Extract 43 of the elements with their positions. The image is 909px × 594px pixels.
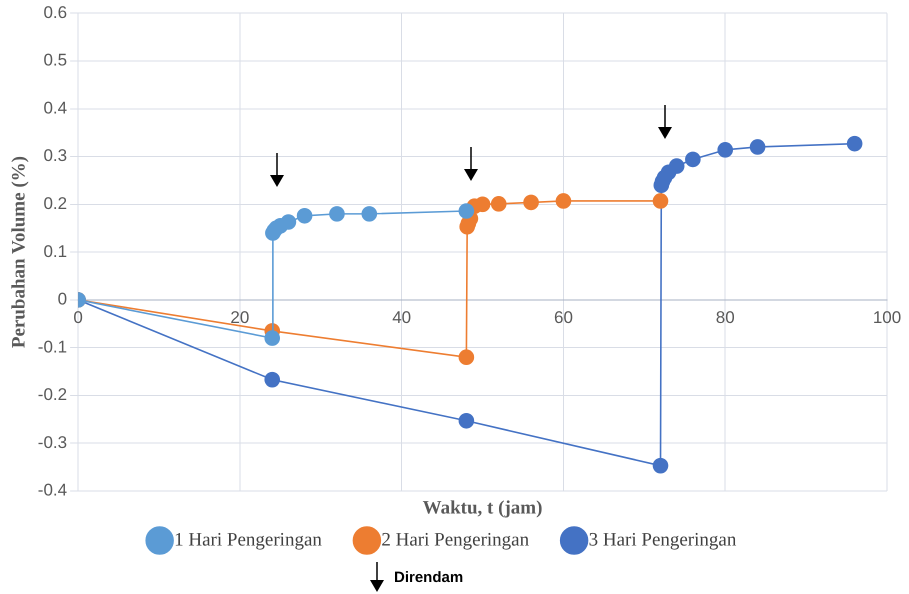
x-tick-label: 40 <box>392 308 412 327</box>
y-tick-label: -0.1 <box>38 337 68 356</box>
point <box>264 330 280 346</box>
point <box>556 193 572 209</box>
y-tick-label: -0.2 <box>38 385 68 404</box>
y-tick-label: 0.5 <box>43 50 68 70</box>
x-tick-label: 100 <box>872 308 902 327</box>
point <box>717 142 734 158</box>
y-tick-label: 0.6 <box>43 2 68 22</box>
point <box>750 139 766 155</box>
point <box>685 152 701 168</box>
point <box>280 214 296 230</box>
point <box>652 193 668 209</box>
y-tick-label: 0.1 <box>43 242 68 261</box>
point <box>846 136 862 152</box>
point <box>458 412 474 429</box>
legend-label: 2 Hari Pengeringan <box>381 529 530 550</box>
point <box>264 372 280 388</box>
point <box>490 196 507 212</box>
legend-label: 1 Hari Pengeringan <box>174 529 322 550</box>
x-tick-label: 0 <box>73 308 83 327</box>
y-tick-label: 0 <box>58 290 68 309</box>
y-tick-label: -0.4 <box>38 480 68 500</box>
point <box>362 206 378 222</box>
x-axis-title: Waktu, t (jam) <box>422 497 542 518</box>
y-tick-label: 0.2 <box>43 194 68 214</box>
y-tick-label: -0.3 <box>38 432 68 452</box>
y-axis-title: Perubahan Volume (%) <box>8 156 30 348</box>
point <box>296 208 312 224</box>
x-tick-label: 80 <box>716 308 735 327</box>
y-tick-label: 0.4 <box>43 98 68 118</box>
text: Direndam <box>394 568 464 586</box>
x-tick-label: 60 <box>554 308 573 327</box>
point <box>329 206 345 222</box>
point <box>523 194 539 210</box>
point <box>458 203 474 219</box>
x-tick-label: 20 <box>230 308 250 327</box>
point <box>474 196 490 212</box>
point <box>668 158 684 174</box>
legend-label: 3 Hari Pengeringan <box>588 529 737 550</box>
point <box>458 349 474 366</box>
point <box>652 458 668 474</box>
y-tick-label: 0.3 <box>43 146 68 166</box>
